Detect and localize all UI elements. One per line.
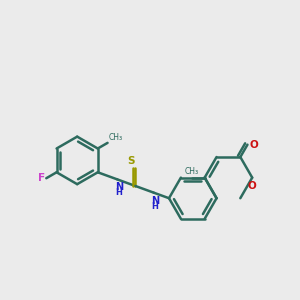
Text: CH₃: CH₃ xyxy=(109,133,123,142)
Text: F: F xyxy=(38,173,45,183)
Text: H: H xyxy=(152,202,159,211)
Text: O: O xyxy=(249,140,258,150)
Text: O: O xyxy=(248,181,256,190)
Text: N: N xyxy=(151,196,159,206)
Text: N: N xyxy=(115,182,123,192)
Text: H: H xyxy=(116,188,122,197)
Text: CH₃: CH₃ xyxy=(185,167,199,176)
Text: S: S xyxy=(127,155,135,166)
